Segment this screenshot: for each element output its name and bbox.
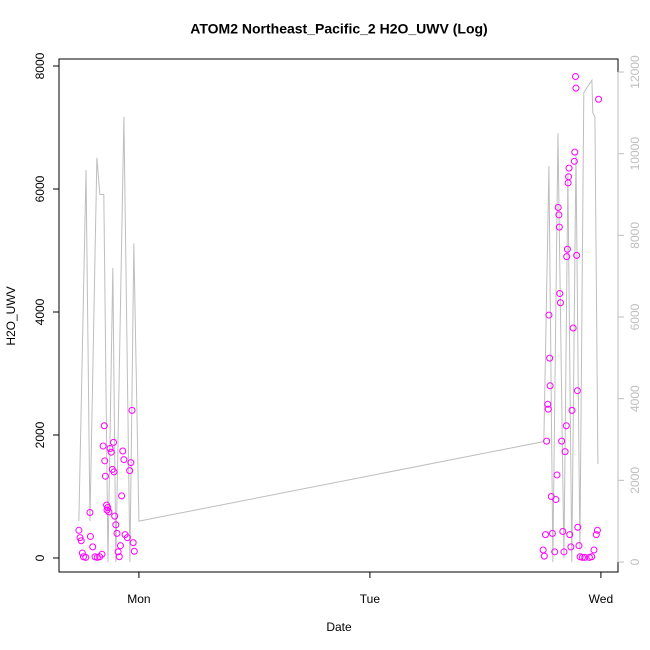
- point: [110, 468, 118, 476]
- point: [105, 508, 113, 516]
- point: [98, 550, 106, 558]
- y-tick-label: 6000: [33, 175, 47, 202]
- point: [573, 251, 581, 259]
- point: [76, 534, 84, 542]
- point: [110, 438, 118, 446]
- point: [86, 508, 94, 516]
- point: [573, 387, 581, 395]
- point: [540, 552, 548, 560]
- point: [578, 553, 586, 561]
- point: [551, 548, 559, 556]
- x-tick-label: Tue: [360, 592, 381, 606]
- point: [113, 529, 121, 537]
- point: [75, 526, 83, 534]
- point: [101, 457, 109, 465]
- point: [112, 521, 120, 529]
- point: [119, 447, 127, 455]
- y-tick-label: 8000: [33, 52, 47, 79]
- point: [126, 467, 134, 475]
- point: [556, 299, 564, 307]
- point: [552, 496, 560, 504]
- point: [574, 523, 582, 531]
- point: [562, 422, 570, 430]
- point: [77, 537, 85, 545]
- y2-tick-label: 12000: [628, 55, 642, 89]
- point: [558, 437, 566, 445]
- point: [566, 531, 574, 539]
- point: [546, 382, 554, 390]
- chart-title: ATOM2 Northeast_Pacific_2 H2O_UWV (Log): [190, 21, 487, 37]
- point: [590, 546, 598, 554]
- x-axis-label: Date: [326, 620, 352, 634]
- y2-tick-label: 2000: [628, 467, 642, 494]
- y2-tick-label: 10000: [628, 137, 642, 171]
- point: [560, 548, 568, 556]
- point: [78, 549, 86, 557]
- point: [82, 553, 90, 561]
- point: [572, 84, 580, 92]
- y2-tick-label: 6000: [628, 303, 642, 330]
- point: [548, 529, 556, 537]
- x-tick-label: Mon: [127, 592, 150, 606]
- point: [592, 531, 600, 539]
- point: [571, 72, 579, 80]
- point: [111, 512, 119, 520]
- y-tick-label: 4000: [33, 298, 47, 325]
- y-axis-label: H2O_UWV: [4, 286, 18, 345]
- point: [107, 448, 115, 456]
- point: [571, 148, 579, 156]
- point: [559, 528, 567, 536]
- point: [86, 532, 94, 540]
- y2-tick-label: 8000: [628, 222, 642, 249]
- point: [541, 531, 549, 539]
- point: [565, 164, 573, 172]
- point: [575, 542, 583, 550]
- point: [89, 543, 97, 551]
- point: [106, 445, 114, 453]
- point: [556, 290, 564, 298]
- point: [561, 448, 569, 456]
- point: [565, 173, 573, 181]
- point: [120, 456, 128, 464]
- y2-tick-label: 0: [628, 558, 642, 565]
- point: [595, 95, 603, 103]
- point: [130, 547, 138, 555]
- y2-tick-label: 4000: [628, 385, 642, 412]
- point: [593, 526, 601, 534]
- point: [115, 553, 123, 561]
- point: [545, 311, 553, 319]
- point: [555, 223, 563, 231]
- point: [569, 324, 577, 332]
- point: [99, 442, 107, 450]
- point: [114, 548, 122, 556]
- point: [544, 405, 552, 413]
- point: [116, 542, 124, 550]
- y-tick-label: 2000: [33, 421, 47, 448]
- point: [554, 203, 562, 211]
- point: [543, 437, 551, 445]
- point: [553, 471, 561, 479]
- point: [129, 539, 137, 547]
- point: [570, 157, 578, 165]
- point: [555, 211, 563, 219]
- point: [581, 553, 589, 561]
- point: [563, 253, 571, 261]
- point: [128, 406, 136, 414]
- point: [104, 504, 112, 512]
- x-tick-label: Wed: [589, 592, 613, 606]
- point: [588, 553, 596, 561]
- point: [563, 245, 571, 253]
- point: [544, 400, 552, 408]
- point: [546, 354, 554, 362]
- point: [100, 422, 108, 430]
- point: [123, 534, 131, 542]
- point: [127, 459, 135, 467]
- point: [118, 492, 126, 500]
- point: [568, 406, 576, 414]
- y-tick-label: 0: [33, 554, 47, 561]
- point: [101, 472, 109, 480]
- point: [567, 543, 575, 551]
